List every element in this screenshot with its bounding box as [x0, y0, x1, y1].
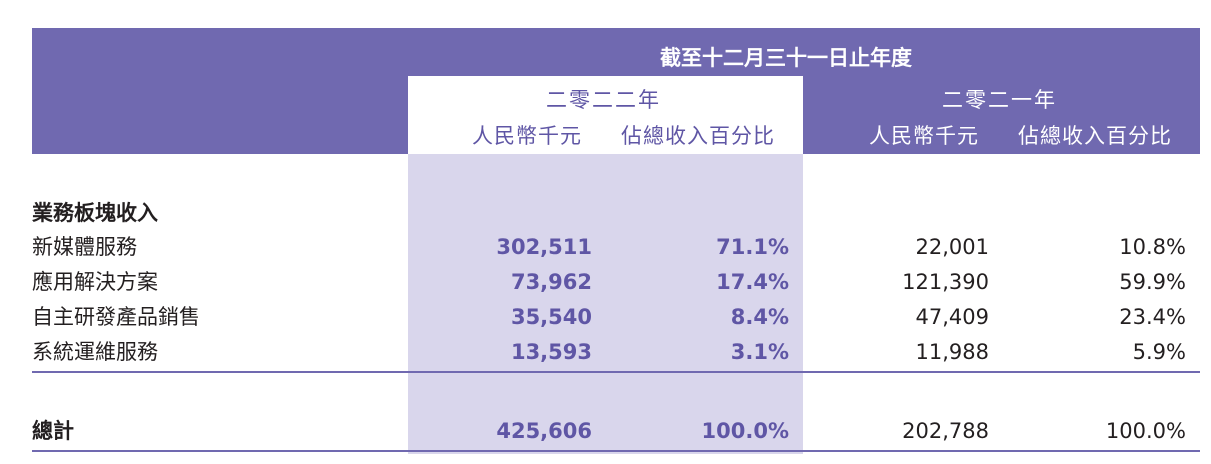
pct-2021: 10.8%: [1119, 235, 1186, 259]
amount-2022: 35,540: [510, 305, 592, 329]
pct-2021: 59.9%: [1119, 270, 1186, 294]
col-amount-2021-header: 人民幣千元: [869, 124, 979, 148]
amount-2021: 11,988: [915, 340, 989, 364]
period-title: 截至十二月三十一日止年度: [660, 46, 912, 70]
year-2022-label: 二零二二年: [546, 88, 661, 112]
total-amount-2022: 425,606: [496, 419, 592, 443]
total-label: 總計: [32, 419, 74, 443]
amount-2022: 13,593: [510, 340, 592, 364]
amount-2021: 22,001: [915, 235, 989, 259]
row-label: 應用解決方案: [32, 270, 158, 294]
total-pct-2021: 100.0%: [1105, 419, 1186, 443]
pct-2021: 5.9%: [1132, 340, 1186, 364]
col-pct-2022-header: 佔總收入百分比: [621, 124, 775, 148]
amount-2021: 47,409: [915, 305, 989, 329]
total-bottom-rule: [32, 450, 1200, 452]
row-label: 新媒體服務: [32, 235, 137, 259]
total-pct-2022: 100.0%: [701, 419, 789, 443]
amount-2022: 302,511: [496, 235, 592, 259]
pct-2022: 71.1%: [716, 235, 789, 259]
subtotal-divider: [32, 371, 1200, 373]
pct-2022: 3.1%: [730, 340, 789, 364]
row-label: 自主研發產品銷售: [32, 305, 200, 329]
total-amount-2021: 202,788: [902, 419, 989, 443]
year-2021-label: 二零二一年: [942, 88, 1057, 112]
pct-2022: 17.4%: [716, 270, 789, 294]
col-pct-2021-header: 佔總收入百分比: [1018, 124, 1172, 148]
pct-2022: 8.4%: [730, 305, 789, 329]
amount-2021: 121,390: [902, 270, 989, 294]
column-2022-header-cell: [408, 76, 803, 154]
pct-2021: 23.4%: [1119, 305, 1186, 329]
amount-2022: 73,962: [510, 270, 592, 294]
section-title: 業務板塊收入: [32, 201, 158, 225]
row-label: 系統運維服務: [32, 340, 158, 364]
col-amount-2022-header: 人民幣千元: [472, 124, 582, 148]
